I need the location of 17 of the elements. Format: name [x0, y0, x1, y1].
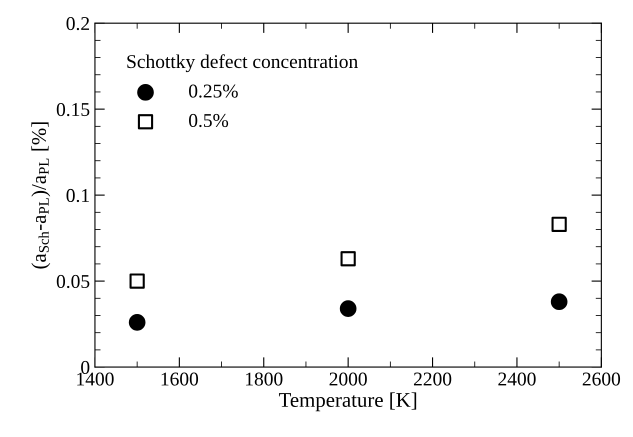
- legend-title: Schottky defect concentration: [127, 54, 358, 72]
- x-tick-label: 2200: [414, 372, 452, 386]
- x-tick-label: 1600: [162, 372, 198, 386]
- y-tick-label: 0.1: [66, 188, 89, 202]
- y-axis-title: (a$_{Sch}$-a$_{PL}$)/a$_{PL}$ [%]: [31, 122, 50, 269]
- y-tick-label: 0.15: [56, 102, 90, 116]
- x-tick-label: 2400: [498, 372, 536, 386]
- y-tick-label: 0.2: [66, 16, 90, 30]
- y-tick-label: 0.05: [56, 274, 90, 288]
- x-tick-label: 2600: [582, 372, 620, 386]
- x-axis-title: Temperature [K]: [278, 392, 416, 412]
- y-tick-label: 0: [81, 360, 90, 374]
- legend-label: 0.5%: [189, 114, 228, 128]
- legend-label: 0.25%: [189, 84, 238, 98]
- x-tick-label: 1400: [77, 372, 114, 386]
- x-tick-label: 1800: [246, 372, 282, 386]
- x-tick-label: 2000: [330, 372, 367, 386]
